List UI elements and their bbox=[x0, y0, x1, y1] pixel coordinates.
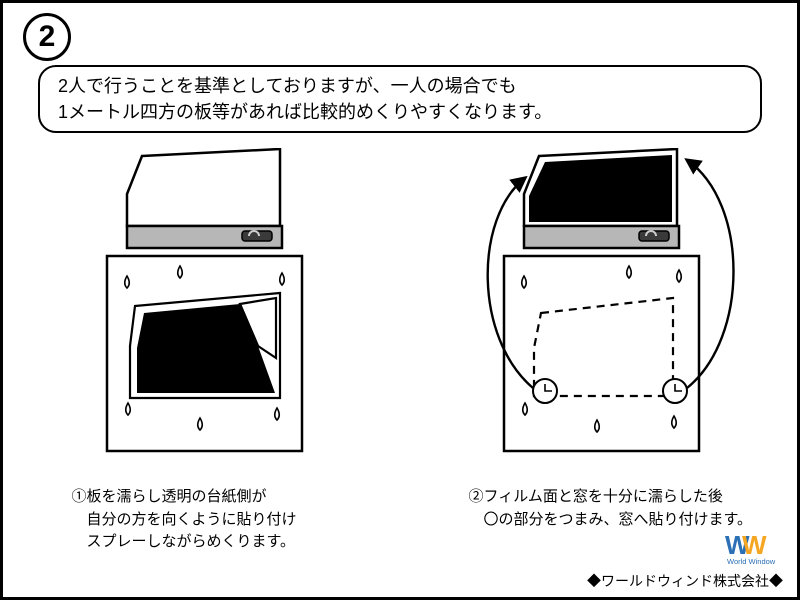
instruction-line1: 2人で行うことを基準としておりますが、一人の場合でも bbox=[58, 73, 742, 99]
instruction-line2: 1メートル四方の板等があれば比較的めくりやすくなります。 bbox=[58, 99, 742, 125]
left-caption-l1: ①板を濡らし透明の台紙側が bbox=[72, 486, 372, 509]
left-diagram bbox=[32, 148, 372, 478]
right-caption-l2: 〇の部分をつまみ、窓へ貼り付けます。 bbox=[469, 509, 769, 532]
left-caption-l3: スプレーしながらめくります。 bbox=[72, 531, 372, 554]
instruction-bubble: 2人で行うことを基準としておりますが、一人の場合でも 1メートル四方の板等があれ… bbox=[38, 65, 762, 133]
right-panel: ②フィルム面と窓を十分に濡らした後 〇の部分をつまみ、窓へ貼り付けます。 bbox=[429, 148, 769, 537]
brand-logo-icon: W W World Window bbox=[725, 532, 783, 566]
footer: W W World Window ◆ワールドウィンド株式会社◆ bbox=[587, 532, 783, 591]
company-name: ◆ワールドウィンド株式会社◆ bbox=[587, 571, 783, 591]
left-caption-l2: 自分の方を向くように貼り付け bbox=[72, 509, 372, 532]
left-caption: ①板を濡らし透明の台紙側が 自分の方を向くように貼り付け スプレーしながらめくり… bbox=[32, 486, 372, 554]
left-panel: ①板を濡らし透明の台紙側が 自分の方を向くように貼り付け スプレーしながらめくり… bbox=[32, 148, 372, 537]
car-window-filmed-icon bbox=[524, 149, 679, 248]
step-number-text: 2 bbox=[39, 20, 56, 54]
pinch-points-icon bbox=[533, 379, 687, 403]
right-diagram bbox=[429, 148, 769, 478]
film-peel-icon bbox=[130, 293, 280, 398]
droplets-icon bbox=[521, 266, 681, 432]
film-outline-dashed bbox=[534, 298, 673, 396]
logo-brand-text: World Window bbox=[727, 557, 776, 566]
svg-text:W: W bbox=[742, 532, 767, 560]
car-window-icon bbox=[127, 149, 282, 248]
panels-row: ①板を濡らし透明の台紙側が 自分の方を向くように貼り付け スプレーしながらめくり… bbox=[3, 148, 797, 537]
step-number-badge: 2 bbox=[23, 13, 71, 61]
right-caption-l1: ②フィルム面と窓を十分に濡らした後 bbox=[469, 486, 769, 509]
right-caption: ②フィルム面と窓を十分に濡らした後 〇の部分をつまみ、窓へ貼り付けます。 bbox=[429, 486, 769, 531]
